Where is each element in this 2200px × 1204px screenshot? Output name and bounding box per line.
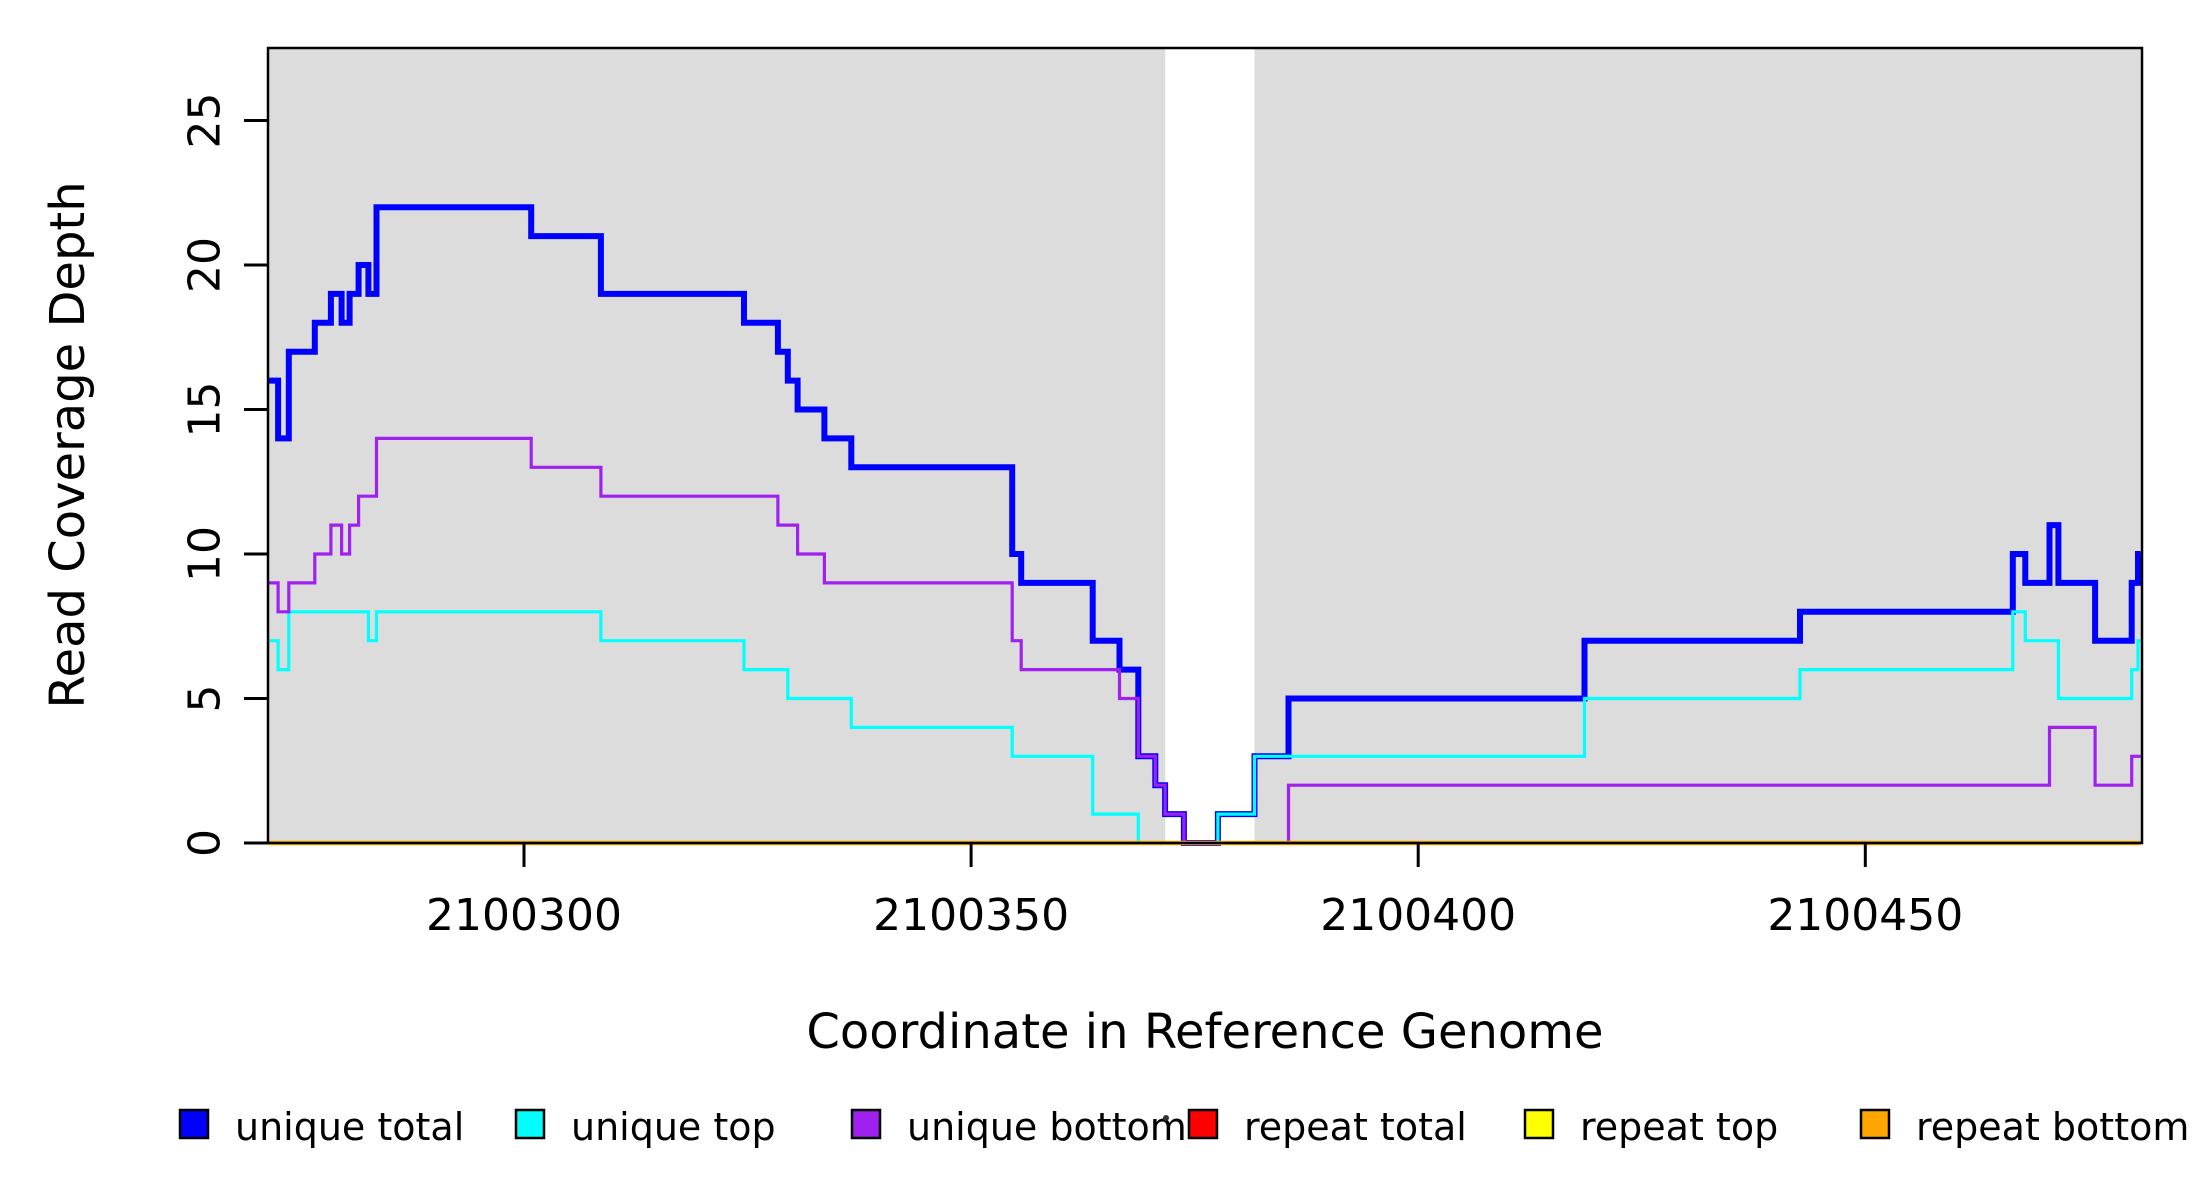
x-tick-label: 2100300 — [426, 890, 622, 941]
x-axis-title: Coordinate in Reference Genome — [806, 1004, 1603, 1060]
stray-dot — [1163, 1115, 1169, 1121]
plot-border — [266, 46, 2144, 845]
legend-label: repeat top — [1580, 1105, 1778, 1149]
shaded-region-1 — [268, 48, 1166, 843]
legend-label: unique bottom — [907, 1105, 1187, 1149]
legend-swatch-repeat-total — [1187, 1108, 1219, 1140]
y-tick-label: 20 — [180, 237, 231, 293]
axis-ticks-layer: 2100300 2100350 2100400 2100450 0 5 10 15 20 25 — [180, 93, 1964, 942]
legend-item-unique-bottom: unique bottom — [850, 1105, 1187, 1149]
legend-label: unique top — [571, 1105, 776, 1149]
legend-label: unique total — [235, 1105, 464, 1149]
x-tick-label: 2100400 — [1320, 890, 1516, 941]
x-tick-label: 2100450 — [1767, 890, 1963, 941]
legend-item-repeat-total: repeat total — [1187, 1105, 1467, 1149]
series-unique-total — [268, 204, 2141, 846]
series-unique-top — [268, 610, 2141, 845]
x-tick-label: 2100350 — [873, 890, 1069, 941]
y-axis-title: Read Coverage Depth — [40, 181, 96, 708]
y-tick-label: 15 — [180, 382, 231, 438]
legend-swatch-repeat-bottom — [1859, 1108, 1891, 1140]
y-tick-label: 5 — [180, 685, 231, 713]
legend-item-unique-top: unique top — [514, 1105, 776, 1149]
legend-label: repeat total — [1244, 1105, 1467, 1149]
y-tick-label: 0 — [180, 829, 231, 857]
y-tick-label: 25 — [180, 93, 231, 149]
legend-item-unique-total: unique total — [178, 1105, 464, 1149]
legend-item-repeat-bottom: repeat bottom — [1859, 1105, 2189, 1149]
legend: unique total unique top unique bottom repea… — [178, 1105, 2189, 1149]
legend-label: repeat bottom — [1916, 1105, 2189, 1149]
legend-swatch-unique-bottom — [850, 1108, 882, 1140]
legend-swatch-unique-total — [178, 1108, 210, 1140]
legend-swatch-repeat-top — [1523, 1108, 1555, 1140]
legend-swatch-unique-top — [514, 1108, 546, 1140]
shaded-region-2 — [1254, 48, 2141, 843]
legend-item-repeat-top: repeat top — [1523, 1105, 1778, 1149]
repeat-region-shading-layer — [268, 48, 2141, 843]
y-tick-label: 10 — [180, 526, 231, 582]
